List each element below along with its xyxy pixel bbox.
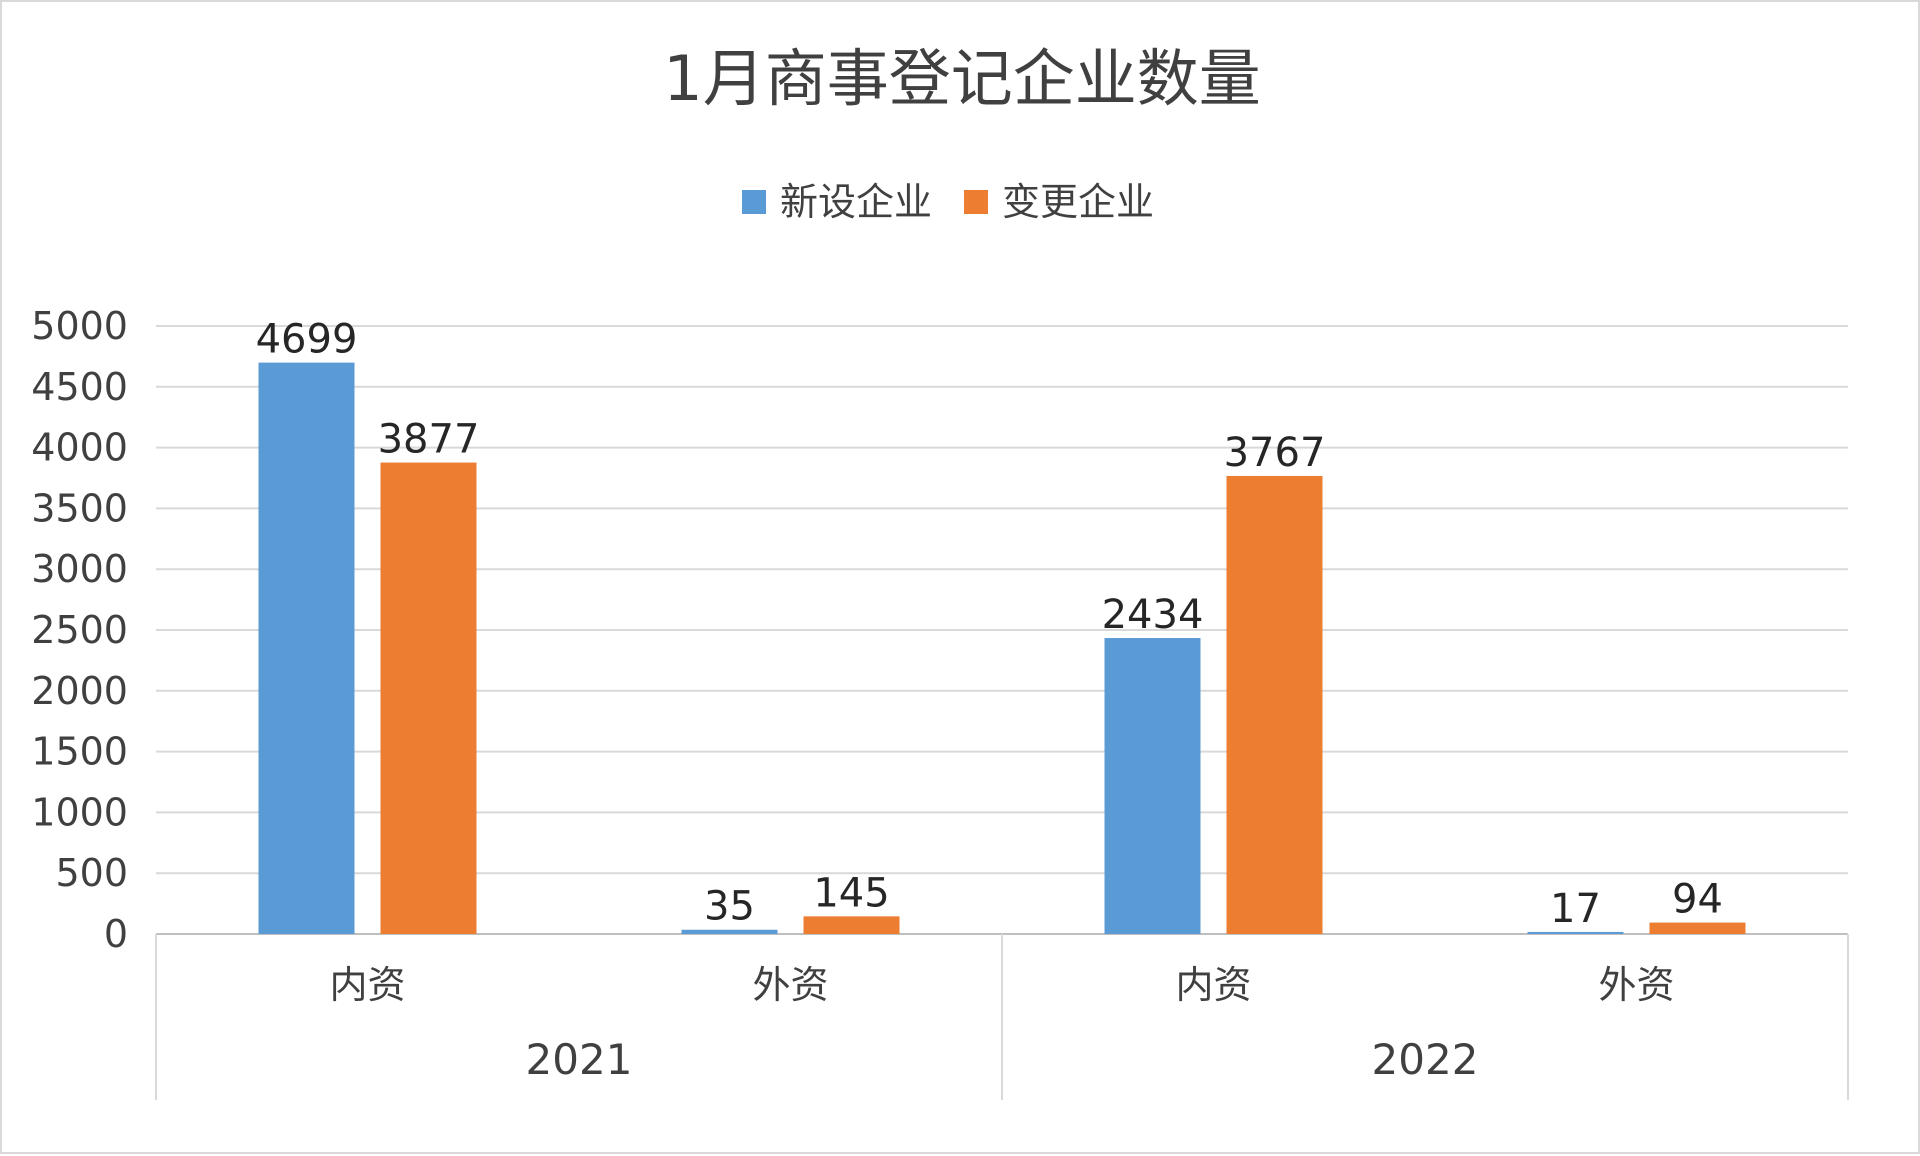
data-label: 94 <box>1672 877 1723 923</box>
chart-title: 1月商事登记企业数量 <box>663 42 1260 115</box>
data-label: 3767 <box>1224 430 1326 476</box>
y-tick-label: 1000 <box>31 790 128 834</box>
bars <box>258 362 1746 935</box>
y-tick-label: 5000 <box>31 304 128 348</box>
y-tick-label: 3000 <box>31 547 128 591</box>
legend-swatch-change <box>964 190 988 214</box>
data-label: 35 <box>704 884 755 930</box>
data-labels: 4699 3877 35 145 2434 3767 17 94 <box>256 317 1723 932</box>
y-tick-label: 3500 <box>31 486 128 530</box>
x-axis: 内资 外资 内资 外资 2021 2022 <box>155 934 1849 1100</box>
bar-change <box>803 916 900 934</box>
y-tick-label: 4500 <box>31 365 128 409</box>
x-category-label: 外资 <box>752 963 828 1007</box>
y-tick-label: 2000 <box>31 669 128 713</box>
y-tick-label: 500 <box>55 851 128 895</box>
bar-new <box>258 362 355 935</box>
y-tick-label: 0 <box>104 912 128 956</box>
x-category-label: 外资 <box>1598 963 1674 1007</box>
data-label: 17 <box>1550 886 1601 932</box>
legend: 新设企业 变更企业 <box>742 180 1154 224</box>
y-tick-label: 4000 <box>31 426 128 470</box>
bar-new <box>1104 638 1201 934</box>
y-tick-label: 2500 <box>31 608 128 652</box>
y-tick-label: 1500 <box>31 730 128 774</box>
data-label: 4699 <box>256 317 358 363</box>
x-category-label: 内资 <box>329 963 405 1007</box>
bar-change <box>380 462 477 934</box>
bar-change <box>1226 475 1323 934</box>
bar-new <box>1527 931 1624 934</box>
legend-label-change: 变更企业 <box>1002 180 1154 224</box>
data-label: 145 <box>813 870 889 916</box>
legend-swatch-new <box>742 190 766 214</box>
x-group-label: 2021 <box>526 1035 633 1084</box>
bar-new <box>681 929 778 934</box>
y-axis: 0 500 1000 1500 2000 2500 3000 3500 4000 4500 5000 <box>31 304 128 956</box>
x-category-label: 内资 <box>1175 963 1251 1007</box>
data-label: 2434 <box>1102 592 1204 638</box>
data-label: 3877 <box>378 417 480 463</box>
bar-change <box>1649 922 1746 934</box>
legend-label-new: 新设企业 <box>780 180 932 224</box>
x-group-label: 2022 <box>1372 1035 1479 1084</box>
